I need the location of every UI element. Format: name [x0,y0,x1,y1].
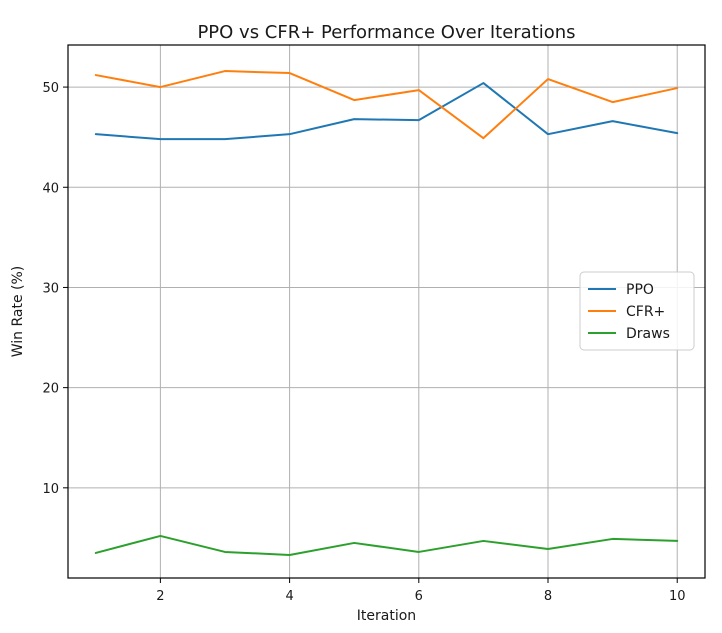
series-lines [94,70,679,556]
series-line-ppo [94,82,679,141]
axis-ticks: 2 4 6 8 10 10 20 30 40 50 [42,81,685,604]
legend-label-ppo: PPO [626,282,654,298]
x-tick-label: 8 [544,589,552,604]
legend-box [579,271,695,351]
plot-frame [67,44,706,579]
y-tick-label: 10 [42,482,59,497]
series-line-cfr [94,70,679,140]
x-tick-label: 2 [156,589,164,604]
x-tick-label: 4 [285,589,293,604]
y-tick-label: 20 [42,382,59,397]
chart-title: PPO vs CFR+ Performance Over Iterations [197,22,575,43]
legend: PPO CFR+ Draws [579,271,695,351]
y-axis-label: Win Rate (%) [10,266,26,358]
x-tick-label: 10 [669,589,686,604]
y-tick-label: 50 [42,81,59,96]
y-tick-label: 40 [42,181,59,196]
x-axis-label: Iteration [357,608,416,624]
x-tick-label: 6 [415,589,423,604]
series-line-draws [94,534,679,556]
y-tick-label: 30 [42,281,59,296]
legend-label-draws: Draws [626,326,670,342]
legend-label-cfr: CFR+ [626,304,665,320]
